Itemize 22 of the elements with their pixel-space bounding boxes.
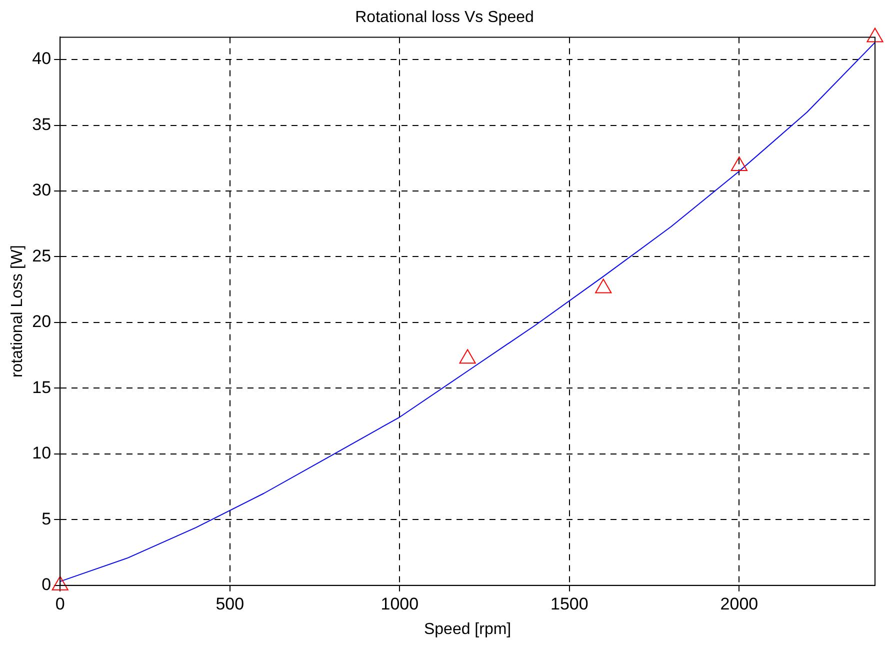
point (866, 28, 884, 42)
point (459, 349, 476, 364)
y-tick-label: 30 (32, 180, 52, 200)
y-tick-label: 20 (32, 312, 52, 332)
y-tick-label: 10 (32, 444, 52, 463)
x-axis-title: Speed [rpm] (424, 620, 512, 638)
y-tick-label: 35 (32, 114, 52, 134)
x-tick-label: 500 (216, 594, 244, 614)
x-tick-label: 2000 (720, 594, 758, 614)
point (595, 278, 612, 294)
y-axis-title: rotational Loss [W] (9, 245, 26, 378)
point (730, 156, 748, 172)
point (52, 576, 68, 590)
y-tick-label: 5 (42, 509, 52, 528)
y-tick-label: 40 (32, 49, 52, 68)
x-tick-label: 0 (55, 594, 65, 614)
y-tick-label: 25 (32, 246, 52, 266)
y-tick-label: 0 (42, 575, 52, 594)
x-tick-label: 1000 (380, 594, 419, 614)
chart-title: Rotational loss Vs Speed (355, 9, 534, 26)
y-tick-label: 15 (32, 378, 52, 397)
x-tick-label: 1500 (550, 594, 588, 614)
